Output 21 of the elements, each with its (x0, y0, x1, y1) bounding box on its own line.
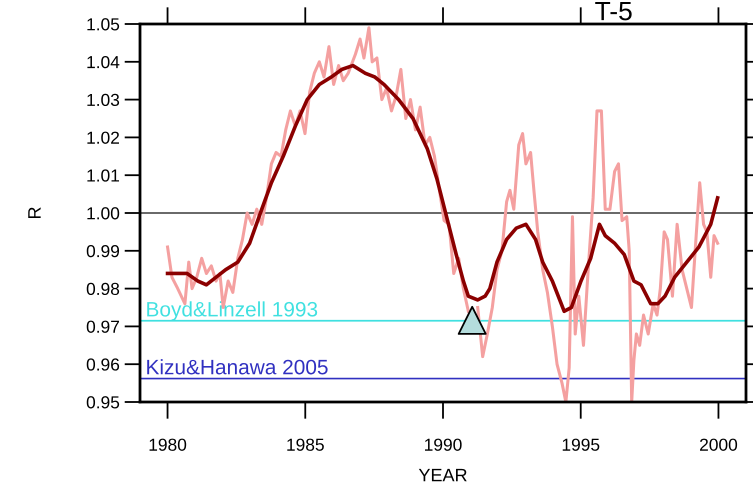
y-tick-label: 1.03 (87, 94, 120, 106)
x-tick-label: 1995 (562, 438, 600, 451)
chart-title: T-5 (595, 2, 632, 20)
x-axis-title: YEAR (418, 468, 467, 482)
y-tick-label: 1.04 (87, 56, 120, 68)
y-tick-label: 0.97 (86, 320, 119, 333)
y-tick-label: 0.96 (86, 358, 120, 371)
x-tick-label: 1980 (150, 438, 186, 451)
ref-line-label: Boyd&Linzell 1993 (147, 301, 318, 321)
y-tick-label: 1.05 (87, 18, 120, 30)
y-tick-label: 1.00 (87, 207, 120, 220)
y-axis-title: R (28, 207, 41, 218)
x-tick-label: 1990 (425, 438, 462, 451)
y-tick-label: 0.95 (86, 396, 120, 408)
y-tick-label: 0.99 (86, 244, 120, 258)
y-tick-label: 1.02 (87, 132, 119, 144)
y-tick-label: 1.01 (87, 169, 120, 182)
ref-line-label: Kizu&Hanawa 2005 (147, 359, 328, 374)
y-tick-label: 0.98 (86, 282, 120, 296)
x-tick-label: 1985 (287, 438, 324, 451)
x-tick-label: 2000 (700, 438, 738, 451)
